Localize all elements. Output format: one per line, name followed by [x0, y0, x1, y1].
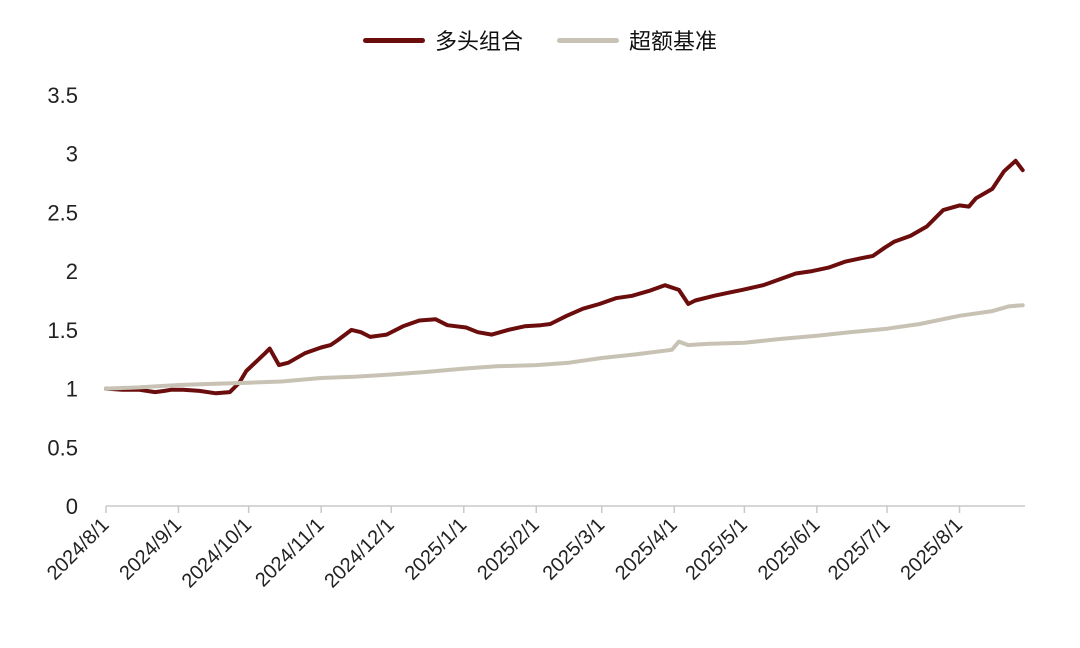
legend-item-portfolio: 多头组合: [362, 24, 523, 56]
y-tick-label: 0.5: [47, 435, 78, 460]
x-tick-label: 2024/12/1: [320, 514, 398, 592]
y-tick-label: 3: [66, 142, 78, 167]
y-tick-label: 0: [66, 494, 78, 519]
legend: 多头组合 超额基准: [0, 22, 1080, 58]
legend-label-portfolio: 多头组合: [434, 30, 523, 55]
y-tick-label: 3.5: [47, 83, 78, 108]
series-line-benchmark: [104, 303, 1025, 391]
x-tick-label: 2024/8/1: [43, 514, 114, 585]
x-tick-label: 2025/4/1: [611, 514, 682, 585]
y-tick-label: 1: [66, 377, 78, 402]
legend-swatch-portfolio: [362, 37, 425, 43]
x-tick-label: 2025/8/1: [896, 514, 967, 585]
x-tick-label: 2025/6/1: [754, 514, 825, 585]
x-tick-label: 2025/7/1: [824, 514, 895, 585]
x-tick-label: 2025/2/1: [473, 514, 544, 585]
x-tick-label: 2025/1/1: [401, 514, 472, 585]
x-tick-label: 2025/3/1: [539, 514, 610, 585]
y-tick-label: 1.5: [47, 318, 78, 343]
x-tick-label: 2025/5/1: [681, 514, 752, 585]
series-line-portfolio: [104, 158, 1025, 396]
x-tick-label: 2024/10/1: [178, 514, 256, 592]
y-tick-label: 2.5: [47, 200, 78, 225]
y-tick-label: 2: [66, 259, 78, 284]
x-tick-label: 2024/11/1: [251, 514, 328, 591]
legend-swatch-benchmark: [557, 37, 619, 43]
legend-label-benchmark: 超额基准: [629, 30, 718, 55]
legend-item-benchmark: 超额基准: [557, 24, 717, 56]
x-tick-label: 2024/9/1: [115, 514, 186, 585]
